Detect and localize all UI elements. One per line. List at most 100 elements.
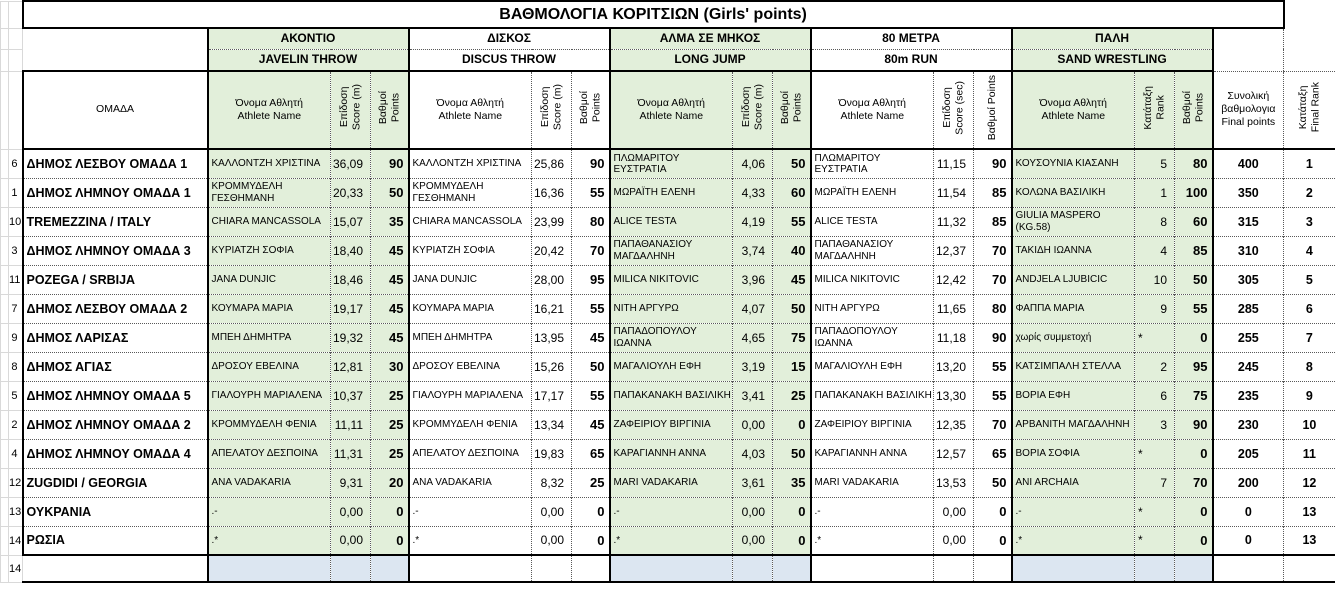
wrestling-points-cell[interactable]: 75 bbox=[1174, 380, 1213, 410]
final-rank-cell[interactable]: 12 bbox=[1283, 467, 1335, 497]
longjump-points-cell[interactable]: 75 bbox=[772, 322, 811, 352]
javelin-athlete-cell[interactable]: .- bbox=[206, 496, 331, 526]
javelin-athlete-cell[interactable]: .* bbox=[206, 525, 331, 556]
discus-score-cell[interactable]: 17,17 bbox=[531, 380, 572, 410]
total-points-cell[interactable]: 0 bbox=[1211, 525, 1284, 556]
discus-score-cell[interactable]: 8,32 bbox=[531, 467, 572, 497]
javelin-score-cell[interactable]: 20,33 bbox=[330, 177, 371, 207]
longjump-score-cell[interactable]: 3,41 bbox=[732, 380, 773, 410]
wrestling-rank-cell[interactable]: * bbox=[1134, 438, 1175, 468]
longjump-points-cell[interactable]: 15 bbox=[772, 351, 811, 381]
row-seed-cell[interactable]: 2 bbox=[8, 409, 23, 440]
longjump-points-cell[interactable] bbox=[772, 555, 811, 583]
run-points-cell[interactable]: 70 bbox=[973, 235, 1012, 265]
javelin-points-cell[interactable]: 45 bbox=[370, 235, 409, 265]
row-header-cell[interactable]: 14 bbox=[8, 554, 23, 583]
discus-score-cell[interactable]: 28,00 bbox=[531, 264, 572, 294]
wrestling-athlete-cell[interactable]: .* bbox=[1010, 525, 1135, 556]
longjump-athlete-cell[interactable] bbox=[608, 555, 733, 583]
wrestling-rank-cell[interactable]: 8 bbox=[1134, 206, 1175, 236]
longjump-score-cell[interactable]: 4,03 bbox=[732, 438, 773, 468]
discus-points-cell[interactable]: 80 bbox=[571, 206, 610, 236]
longjump-athlete-cell[interactable]: .* bbox=[608, 525, 733, 556]
total-points-cell[interactable]: 285 bbox=[1211, 293, 1284, 323]
javelin-score-cell[interactable]: 9,31 bbox=[330, 467, 371, 497]
row-seed-cell[interactable]: 8 bbox=[8, 351, 23, 382]
run-athlete-cell[interactable]: ΝΙΤΗ ΑΡΓΥΡΩ bbox=[809, 293, 934, 323]
run-points-cell[interactable]: 0 bbox=[973, 496, 1012, 526]
row-seed-cell[interactable]: 5 bbox=[8, 380, 23, 411]
run-athlete-cell[interactable]: ΠΛΩΜΑΡΙΤΟΥ ΕΥΣΤΡΑΤΙΑ bbox=[809, 148, 934, 178]
javelin-athlete-cell[interactable]: ΚΥΡΙΑΤΖΗ ΣΟΦΙΑ bbox=[206, 235, 331, 265]
run-points-cell[interactable]: 90 bbox=[973, 148, 1012, 178]
longjump-points-cell[interactable]: 0 bbox=[772, 525, 811, 556]
wrestling-points-cell[interactable]: 80 bbox=[1174, 148, 1213, 178]
discus-athlete-cell[interactable]: ΚΥΡΙΑΤΖΗ ΣΟΦΙΑ bbox=[407, 235, 532, 265]
wrestling-rank-cell[interactable]: * bbox=[1134, 322, 1175, 352]
wrestling-rank-cell[interactable]: 10 bbox=[1134, 264, 1175, 294]
team-name-cell[interactable] bbox=[22, 555, 208, 583]
total-points-cell[interactable]: 315 bbox=[1211, 206, 1284, 236]
javelin-points-cell[interactable]: 25 bbox=[370, 409, 409, 439]
wrestling-points-cell[interactable]: 90 bbox=[1174, 409, 1213, 439]
longjump-athlete-cell[interactable]: ΜΑΓΑΛΙΟΥΛΗ ΕΦΗ bbox=[608, 351, 733, 381]
run-points-cell[interactable]: 80 bbox=[973, 293, 1012, 323]
javelin-score-cell[interactable]: 15,07 bbox=[330, 206, 371, 236]
run-points-cell[interactable]: 90 bbox=[973, 322, 1012, 352]
javelin-score-cell[interactable]: 11,11 bbox=[330, 409, 371, 439]
longjump-points-cell[interactable]: 40 bbox=[772, 235, 811, 265]
javelin-athlete-cell[interactable]: ΚΑΛΛΟΝΤΖΗ ΧΡΙΣΤΙΝΑ bbox=[206, 148, 331, 178]
run-athlete-cell[interactable]: ΚΑΡΑΓΙΑΝΝΗ ΑΝΝΑ bbox=[809, 438, 934, 468]
final-rank-cell[interactable]: 4 bbox=[1283, 235, 1335, 265]
discus-points-cell[interactable] bbox=[571, 555, 610, 583]
wrestling-athlete-cell[interactable]: ΚΟΥΣΟΥΝΙΑ ΚΙΑΣΑΝΗ bbox=[1010, 148, 1135, 178]
javelin-points-cell[interactable]: 45 bbox=[370, 264, 409, 294]
wrestling-rank-cell[interactable]: 3 bbox=[1134, 409, 1175, 439]
discus-score-cell[interactable]: 16,21 bbox=[531, 293, 572, 323]
javelin-athlete-cell[interactable]: ΚΟΥΜΑΡΑ ΜΑΡΙΑ bbox=[206, 293, 331, 323]
wrestling-athlete-cell[interactable]: ΚΑΤΣΙΜΠΑΛΗ ΣΤΕΛΛΑ bbox=[1010, 351, 1135, 381]
run-score-cell[interactable]: 11,18 bbox=[933, 322, 974, 352]
javelin-score-cell[interactable]: 19,32 bbox=[330, 322, 371, 352]
run-score-cell[interactable]: 11,32 bbox=[933, 206, 974, 236]
discus-score-cell[interactable] bbox=[531, 555, 572, 583]
run-points-cell[interactable]: 55 bbox=[973, 380, 1012, 410]
discus-points-cell[interactable]: 55 bbox=[571, 293, 610, 323]
longjump-athlete-cell[interactable]: ΠΛΩΜΑΡΙΤΟΥ ΕΥΣΤΡΑΤΙΑ bbox=[608, 148, 733, 178]
javelin-points-cell[interactable]: 45 bbox=[370, 322, 409, 352]
wrestling-rank-cell[interactable]: 1 bbox=[1134, 177, 1175, 207]
team-name-cell[interactable]: ΔΗΜΟΣ ΛΗΜΝΟΥ ΟΜΑΔΑ 3 bbox=[21, 235, 208, 265]
wrestling-points-cell[interactable]: 0 bbox=[1174, 322, 1213, 352]
run-score-cell[interactable]: 11,15 bbox=[933, 148, 974, 178]
wrestling-athlete-cell[interactable]: ΒΟΡΙΑ ΕΦΗ bbox=[1010, 380, 1135, 410]
final-rank-cell[interactable]: 3 bbox=[1283, 206, 1335, 236]
total-points-cell[interactable]: 245 bbox=[1211, 351, 1284, 381]
javelin-score-cell[interactable]: 12,81 bbox=[330, 351, 371, 381]
total-points-cell[interactable]: 230 bbox=[1211, 409, 1284, 439]
longjump-athlete-cell[interactable]: ΠΑΠΑΔΟΠΟΥΛΟΥ ΙΩΑΝΝΑ bbox=[608, 322, 733, 352]
javelin-score-cell[interactable]: 11,31 bbox=[330, 438, 371, 468]
row-seed-cell[interactable]: 6 bbox=[8, 148, 23, 179]
javelin-athlete-cell[interactable]: ΚΡΟΜΜΥΔΕΛΗ ΓΕΣΘΗΜΑΝΗ bbox=[206, 177, 331, 207]
final-rank-cell[interactable]: 5 bbox=[1283, 264, 1335, 294]
discus-athlete-cell[interactable]: ΑΠΕΛΑΤΟΥ ΔΕΣΠΟΙΝΑ bbox=[407, 438, 532, 468]
javelin-athlete-cell[interactable]: JANA DUNJIC bbox=[206, 264, 331, 294]
longjump-athlete-cell[interactable]: .- bbox=[608, 496, 733, 526]
javelin-points-cell[interactable]: 25 bbox=[370, 438, 409, 468]
team-name-cell[interactable]: ΟΥΚΡΑΝΙΑ bbox=[21, 496, 208, 526]
longjump-points-cell[interactable]: 0 bbox=[772, 409, 811, 439]
longjump-athlete-cell[interactable]: ΠΑΠΑΚΑΝΑΚΗ ΒΑΣΙΛΙΚΗ bbox=[608, 380, 733, 410]
discus-score-cell[interactable]: 20,42 bbox=[531, 235, 572, 265]
run-score-cell[interactable]: 11,54 bbox=[933, 177, 974, 207]
run-score-cell[interactable]: 13,53 bbox=[933, 467, 974, 497]
discus-athlete-cell[interactable]: ΚΡΟΜΜΥΔΕΛΗ ΓΕΣΘΗΜΑΝΗ bbox=[407, 177, 532, 207]
discus-points-cell[interactable]: 45 bbox=[571, 322, 610, 352]
wrestling-points-cell[interactable]: 95 bbox=[1174, 351, 1213, 381]
wrestling-points-cell[interactable] bbox=[1174, 555, 1213, 583]
run-athlete-cell[interactable]: ΜΩΡΑΪΤΗ ΕΛΕΝΗ bbox=[809, 177, 934, 207]
row-seed-cell[interactable]: 11 bbox=[8, 264, 23, 295]
javelin-points-cell[interactable]: 90 bbox=[370, 148, 409, 178]
wrestling-athlete-cell[interactable] bbox=[1010, 555, 1135, 583]
total-points-cell[interactable]: 0 bbox=[1211, 496, 1284, 526]
javelin-athlete-cell[interactable]: ΑΠΕΛΑΤΟΥ ΔΕΣΠΟΙΝΑ bbox=[206, 438, 331, 468]
